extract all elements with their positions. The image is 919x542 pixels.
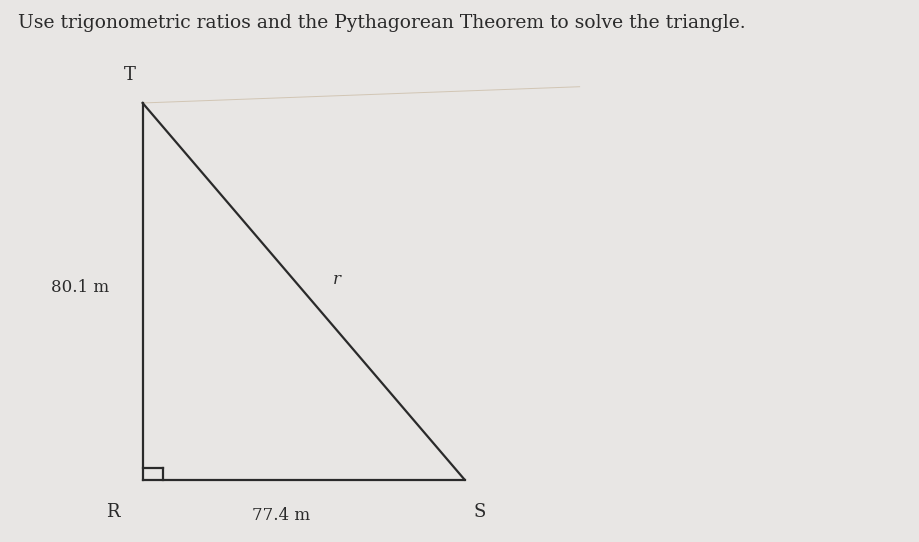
Text: r: r bbox=[333, 270, 341, 288]
Text: T: T bbox=[124, 66, 136, 84]
Text: R: R bbox=[106, 503, 119, 521]
Text: 80.1 m: 80.1 m bbox=[51, 279, 108, 296]
Text: 77.4 m: 77.4 m bbox=[251, 507, 310, 524]
Text: S: S bbox=[473, 503, 485, 521]
Text: Use trigonometric ratios and the Pythagorean Theorem to solve the triangle.: Use trigonometric ratios and the Pythago… bbox=[18, 14, 745, 31]
